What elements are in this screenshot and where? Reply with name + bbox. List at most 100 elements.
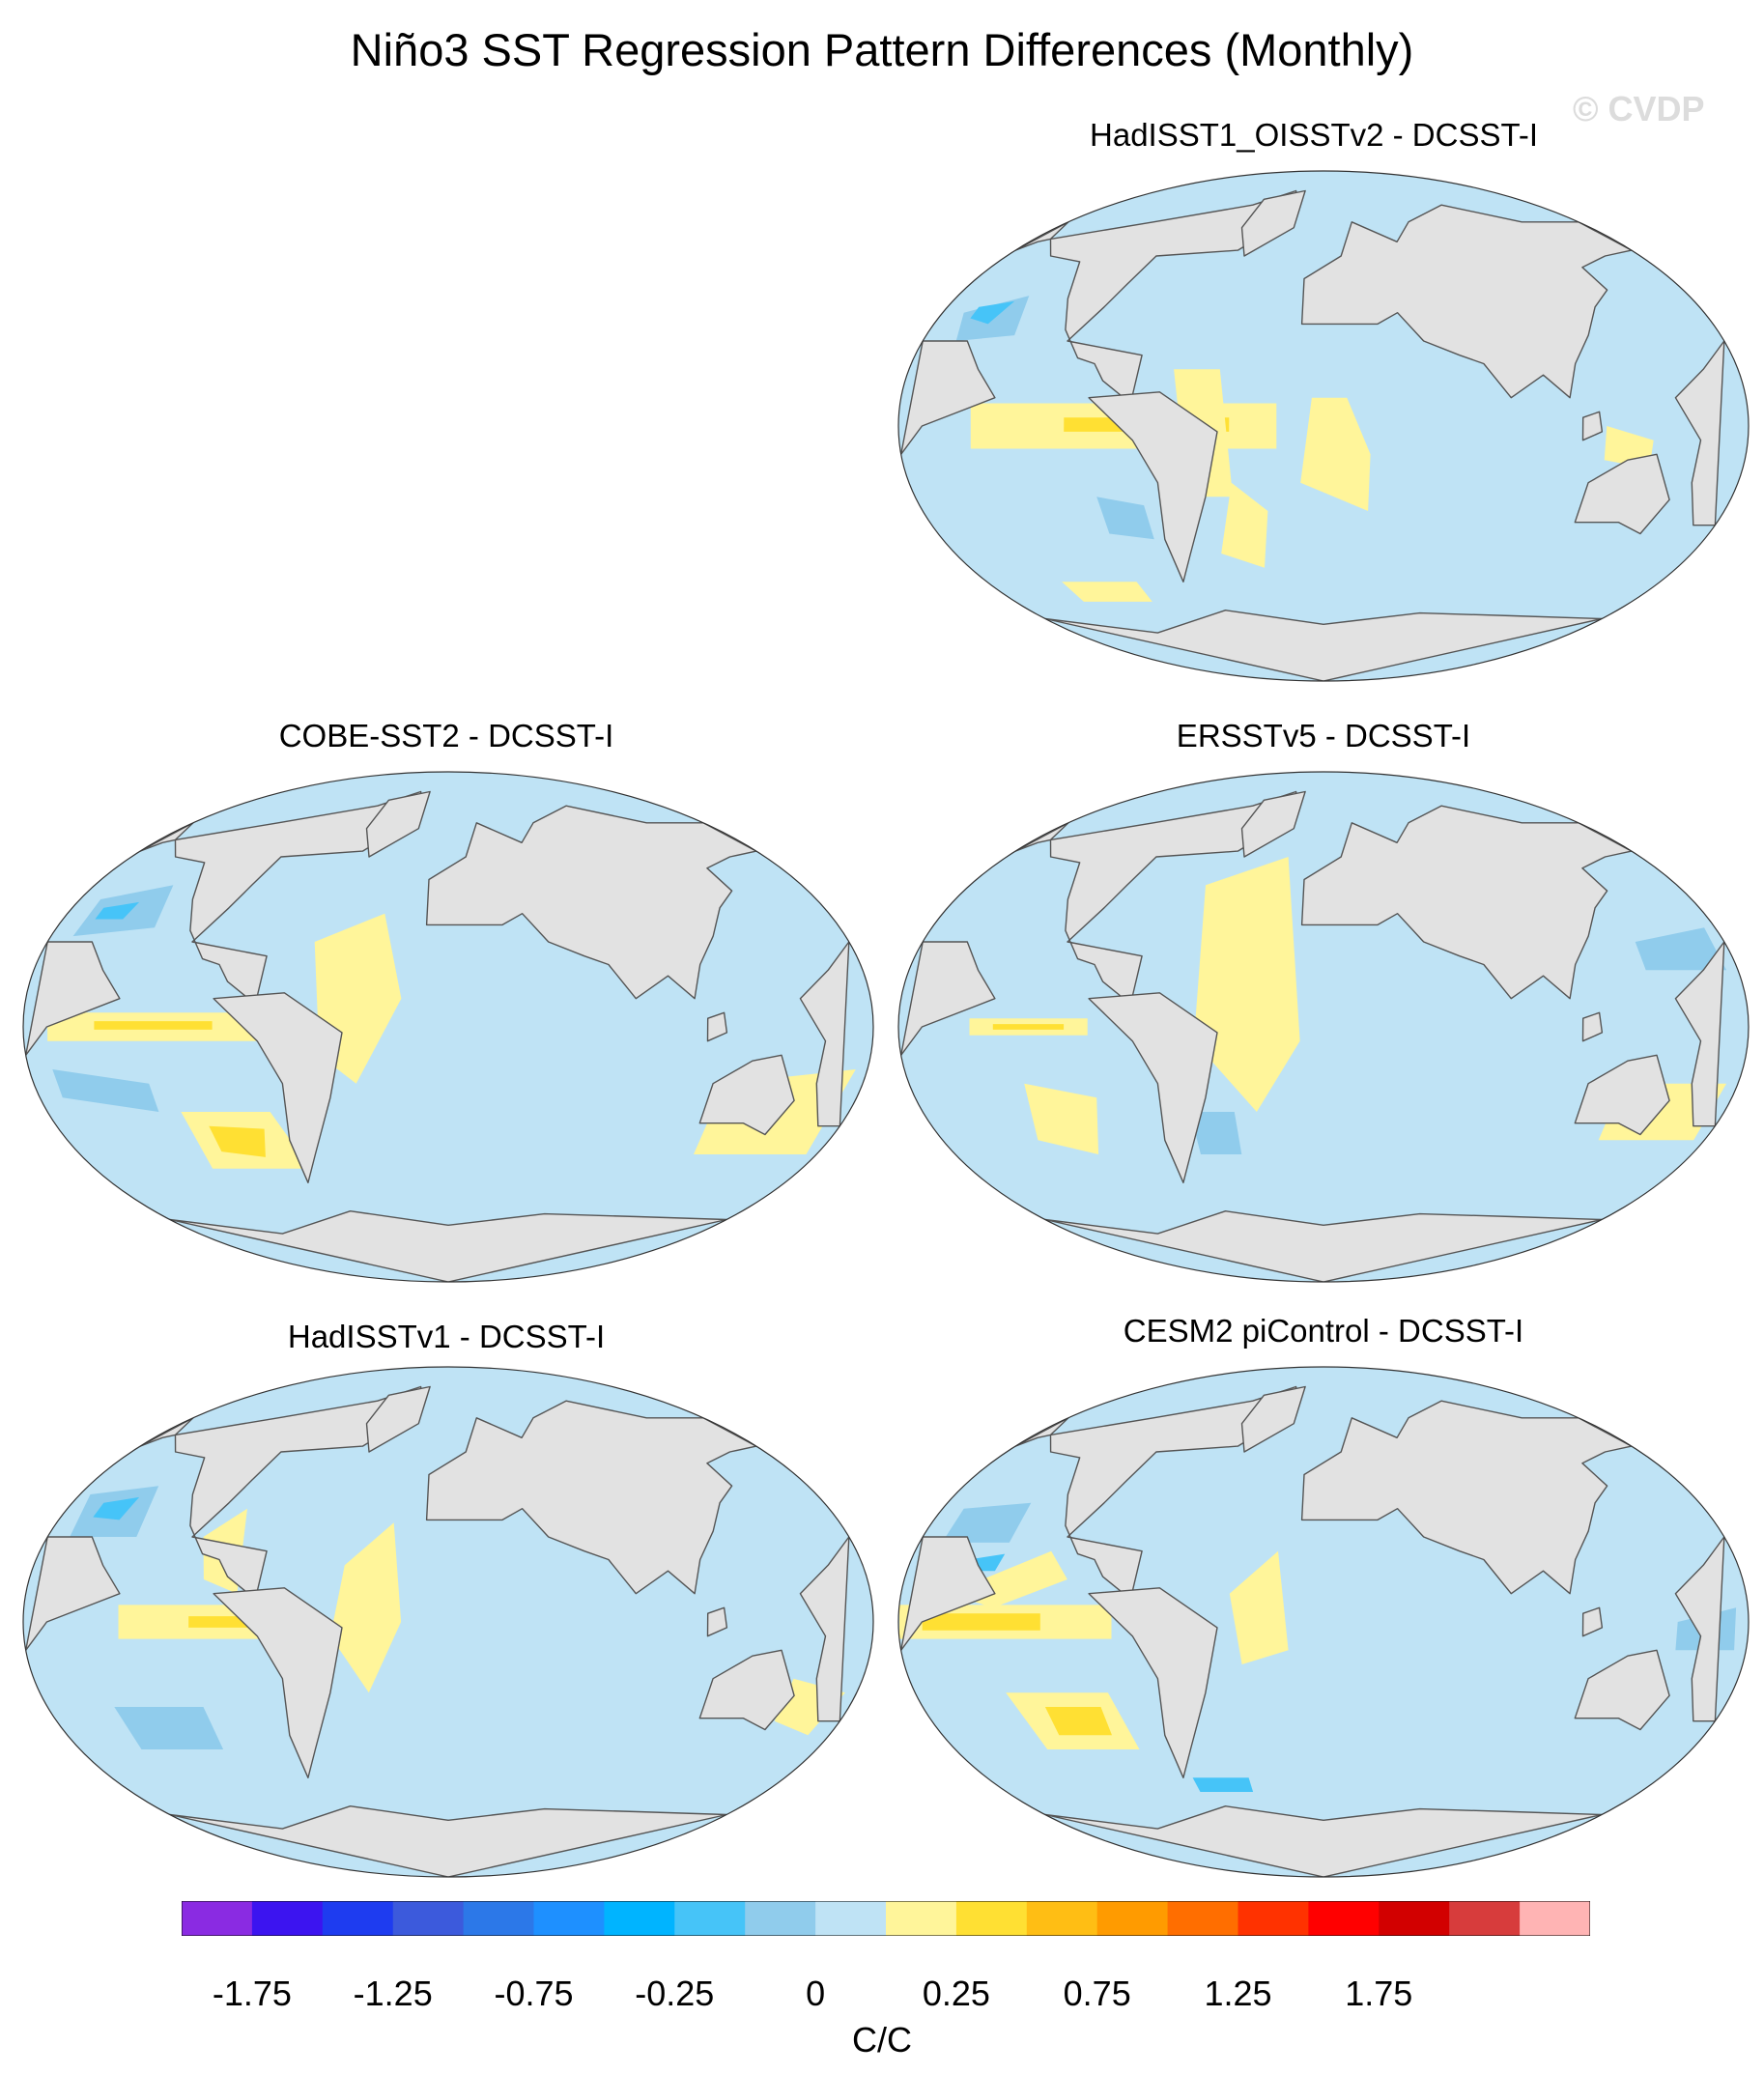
land-mass bbox=[1674, 340, 1725, 526]
land-mass bbox=[1300, 805, 1633, 1000]
colorbar-tick-label: 0.75 bbox=[1063, 1974, 1131, 2013]
colorbar-swatch bbox=[604, 1901, 675, 1936]
colorbar-swatch bbox=[1238, 1901, 1309, 1936]
panel-title-5: CESM2 piControl - DCSST-I bbox=[1123, 1313, 1524, 1349]
land-mass bbox=[365, 1385, 431, 1453]
land-mass bbox=[1240, 189, 1306, 257]
colorbar-tick-label: 1.75 bbox=[1345, 1974, 1413, 2013]
map-panel-5 bbox=[897, 1366, 1750, 1878]
anomaly-region bbox=[209, 1125, 266, 1157]
anomaly-region bbox=[1024, 1083, 1099, 1154]
land-mass bbox=[706, 1011, 728, 1042]
colorbar-swatch bbox=[322, 1901, 394, 1936]
colorbar-swatch bbox=[1520, 1901, 1590, 1936]
anomaly-region bbox=[93, 1496, 140, 1520]
colorbar-swatch bbox=[815, 1901, 887, 1936]
land-mass bbox=[799, 1536, 850, 1722]
anomaly-region bbox=[942, 1502, 1032, 1543]
watermark: © CVDP bbox=[1573, 89, 1705, 128]
land-mass bbox=[1574, 1649, 1670, 1731]
land-mass bbox=[1581, 411, 1604, 441]
map-panel-2 bbox=[22, 771, 874, 1283]
land-mass bbox=[1044, 1210, 1603, 1282]
anomaly-region bbox=[330, 1522, 402, 1693]
map-panel-1 bbox=[897, 170, 1750, 682]
colorbar-tick-label: -1.25 bbox=[353, 1974, 433, 2013]
map-panel-4 bbox=[22, 1366, 874, 1878]
land-mass bbox=[1088, 391, 1218, 582]
anomaly-region bbox=[1635, 927, 1727, 971]
land-mass bbox=[169, 1805, 727, 1877]
land-mass bbox=[425, 1400, 757, 1595]
anomaly-region bbox=[1193, 857, 1300, 1112]
land-mass bbox=[1088, 1587, 1218, 1778]
colorbar-tick-label: -0.25 bbox=[635, 1974, 715, 2013]
colorbar-swatch bbox=[955, 1901, 1028, 1936]
land-mass bbox=[1240, 1385, 1306, 1453]
anomaly-region bbox=[1062, 582, 1152, 602]
page-title: Niño3 SST Regression Pattern Differences… bbox=[350, 24, 1414, 75]
colorbar-swatch bbox=[745, 1901, 816, 1936]
colorbar-units: C/C bbox=[852, 2020, 912, 2060]
land-mass bbox=[1574, 453, 1670, 535]
colorbar-swatch bbox=[182, 1901, 253, 1936]
land-mass bbox=[698, 1649, 795, 1731]
colorbar-swatch bbox=[674, 1901, 746, 1936]
anomaly-region bbox=[1300, 397, 1371, 511]
map-border bbox=[897, 1366, 1750, 1878]
colorbar-tick-label: 1.25 bbox=[1204, 1974, 1272, 2013]
anomaly-region bbox=[1044, 1707, 1112, 1736]
colorbar-swatch bbox=[1449, 1901, 1521, 1936]
colorbar-tick-label: -1.75 bbox=[212, 1974, 292, 2013]
land-mass bbox=[365, 790, 431, 858]
map-panel-3 bbox=[897, 771, 1750, 1283]
land-mass bbox=[1300, 204, 1633, 399]
colorbar-swatch bbox=[533, 1901, 605, 1936]
land-mass bbox=[1581, 1606, 1604, 1637]
land-mass bbox=[213, 992, 343, 1183]
colorbar-tick-label: 0 bbox=[806, 1974, 826, 2013]
colorbar-swatch bbox=[463, 1901, 534, 1936]
anomaly-region bbox=[922, 1613, 1040, 1631]
land-mass bbox=[425, 805, 757, 1000]
land-mass bbox=[706, 1606, 728, 1637]
map-border bbox=[22, 1366, 874, 1878]
colorbar-swatch bbox=[1167, 1901, 1238, 1936]
land-mass bbox=[1044, 1805, 1603, 1877]
anomaly-region bbox=[1192, 1777, 1254, 1792]
land-mass bbox=[1240, 790, 1306, 858]
colorbar-swatch bbox=[886, 1901, 957, 1936]
colorbar-swatch bbox=[251, 1901, 324, 1936]
anomaly-region bbox=[970, 300, 1015, 325]
anomaly-region bbox=[114, 1707, 224, 1749]
land-mass bbox=[1044, 610, 1603, 681]
colorbar-tick-label: 0.25 bbox=[922, 1974, 990, 2013]
colorbar-swatch bbox=[392, 1901, 465, 1936]
panel-title-4: HadISSTv1 - DCSST-I bbox=[287, 1319, 606, 1354]
map-border bbox=[897, 170, 1750, 682]
land-mass bbox=[1581, 1011, 1604, 1042]
land-mass bbox=[213, 1587, 343, 1778]
land-mass bbox=[169, 1210, 727, 1282]
anomaly-region bbox=[52, 1069, 159, 1112]
anomaly-region bbox=[94, 1021, 213, 1030]
colorbar-swatch bbox=[1308, 1901, 1380, 1936]
anomaly-region bbox=[95, 901, 140, 920]
colorbar-swatch bbox=[1379, 1901, 1450, 1936]
land-mass bbox=[799, 941, 850, 1127]
anomaly-region bbox=[1221, 482, 1268, 568]
panel-title-1: HadISST1_OISSTv2 - DCSST-I bbox=[1090, 117, 1538, 153]
land-mass bbox=[698, 1054, 795, 1136]
land-mass bbox=[1300, 1400, 1633, 1595]
anomaly-region bbox=[1229, 1550, 1289, 1664]
anomaly-region bbox=[992, 1024, 1065, 1030]
colorbar-swatch bbox=[1096, 1901, 1169, 1936]
panel-title-2: COBE-SST2 - DCSST-I bbox=[278, 718, 614, 753]
land-mass bbox=[1088, 992, 1218, 1183]
colorbar-tick-label: -0.75 bbox=[494, 1974, 574, 2013]
map-border bbox=[22, 771, 874, 1283]
colorbar bbox=[182, 1901, 1590, 1936]
anomaly-region bbox=[1189, 1112, 1242, 1154]
map-border bbox=[897, 771, 1750, 1283]
colorbar-swatch bbox=[1026, 1901, 1098, 1936]
